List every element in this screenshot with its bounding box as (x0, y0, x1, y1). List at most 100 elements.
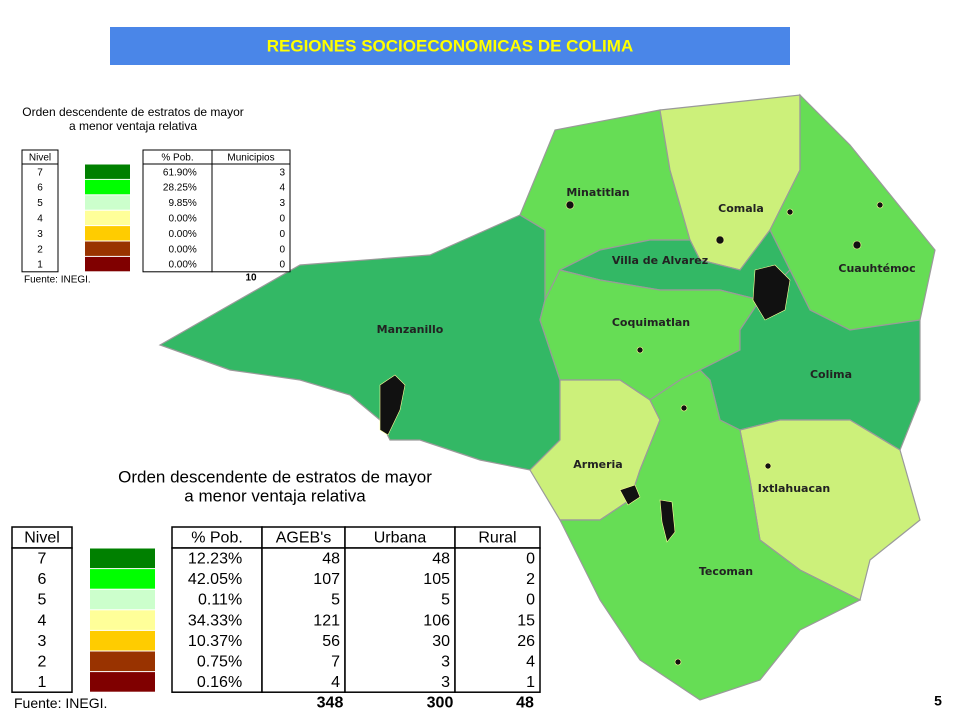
cell: 106 (423, 612, 450, 629)
page-number: 5 (934, 693, 942, 709)
cell: 48 (322, 551, 340, 568)
level-swatch (85, 226, 130, 241)
legend-title: Orden descendente de estratos de mayor (118, 467, 432, 486)
cell: 0 (279, 229, 285, 240)
cell: 7 (37, 167, 43, 178)
cell: 3 (279, 198, 285, 209)
column-frame (211, 163, 291, 273)
cell: 7 (331, 654, 340, 671)
column-frame (142, 163, 213, 273)
cell: 4 (37, 214, 43, 225)
cell: 4 (38, 612, 47, 629)
municipality-label: Manzanillo (377, 323, 444, 336)
municipality-label: Tecoman (699, 565, 753, 578)
cell: 1 (38, 674, 47, 691)
cell: 61.90% (163, 167, 197, 178)
cell: 48 (432, 551, 450, 568)
cell: 0.00% (168, 229, 196, 240)
municipality-label: Comala (718, 202, 764, 215)
municipality-label: Cuauhtémoc (838, 262, 915, 275)
legend: Orden descendente de estratos de mayora … (21, 105, 291, 285)
source: Fuente: INEGI. (14, 695, 107, 711)
cell: 9.85% (168, 198, 196, 209)
level-swatch (90, 610, 155, 630)
total: 48 (516, 694, 534, 711)
map (158, 93, 936, 701)
cell: 0 (279, 244, 285, 255)
cell: 3 (279, 167, 285, 178)
level-swatch (90, 630, 155, 651)
cell: 3 (37, 229, 43, 240)
urban-areas (379, 200, 884, 666)
cell: 2 (37, 244, 43, 255)
cell: 0.00% (168, 214, 196, 225)
title: REGIONES SOCIOECONOMICAS DE COLIMA (267, 36, 633, 55)
cell: 105 (423, 571, 450, 588)
cell: 2 (526, 571, 535, 588)
total: 10 (245, 272, 257, 283)
cell: 30 (432, 633, 450, 650)
level-swatch (90, 651, 155, 672)
header-label: Nivel (29, 153, 51, 164)
level-swatch (85, 195, 130, 210)
cell: 4 (331, 674, 340, 691)
source: Fuente: INEGI. (24, 274, 91, 285)
legend-title: a menor ventaja relativa (69, 119, 197, 133)
total: 300 (427, 694, 454, 711)
legend: Orden descendente de estratos de mayora … (11, 467, 541, 711)
total: 348 (317, 694, 344, 711)
level-swatch (90, 548, 155, 569)
header-label: Urbana (374, 530, 427, 547)
level-swatch (85, 256, 130, 272)
cell: 121 (313, 612, 340, 629)
cell: 107 (313, 571, 340, 588)
cell: 6 (38, 571, 47, 588)
municipality-label: Colima (810, 368, 852, 381)
cell: 10.37% (188, 633, 242, 650)
column-frame (21, 163, 59, 273)
header-label: % Pob. (191, 530, 243, 547)
header-label: Rural (478, 530, 516, 547)
municipality-label: Minatitlan (566, 186, 629, 199)
municipality-label: Villa de Alvarez (612, 254, 708, 267)
cell: 5 (38, 592, 47, 609)
cell: 12.23% (188, 551, 242, 568)
cell: 0.00% (168, 244, 196, 255)
cell: 26 (517, 633, 535, 650)
column-frame (11, 547, 73, 693)
cell: 56 (322, 633, 340, 650)
cell: 0 (279, 260, 285, 271)
cell: 7 (38, 551, 47, 568)
cell: 0.75% (197, 654, 242, 671)
municipality-label: Coquimatlan (612, 316, 690, 329)
municipality-label: Armeria (573, 458, 622, 471)
level-swatch (85, 179, 130, 195)
cell: 3 (441, 674, 450, 691)
level-swatch (90, 672, 155, 692)
cell: 3 (441, 654, 450, 671)
cell: 2 (38, 654, 47, 671)
cell: 1 (37, 260, 43, 271)
cell: 0.00% (168, 260, 196, 271)
cell: 0 (279, 214, 285, 225)
cell: 5 (37, 198, 43, 209)
level-swatch (85, 164, 130, 179)
cell: 15 (517, 612, 535, 629)
cell: 4 (279, 183, 285, 194)
cell: 6 (37, 183, 43, 194)
cell: 0.16% (197, 674, 242, 691)
level-swatch (85, 210, 130, 226)
legend-title: Orden descendente de estratos de mayor (22, 105, 243, 119)
column-frame (171, 547, 263, 693)
region (559, 369, 862, 701)
header-label: Nivel (24, 530, 60, 547)
municipality-label: Ixtlahuacan (758, 482, 831, 495)
cell: 0.11% (198, 592, 242, 609)
cell: 4 (526, 654, 535, 671)
cell: 42.05% (188, 571, 242, 588)
column-frame (344, 547, 456, 693)
cell: 28.25% (163, 183, 197, 194)
level-swatch (90, 589, 155, 610)
cell: 5 (331, 592, 340, 609)
